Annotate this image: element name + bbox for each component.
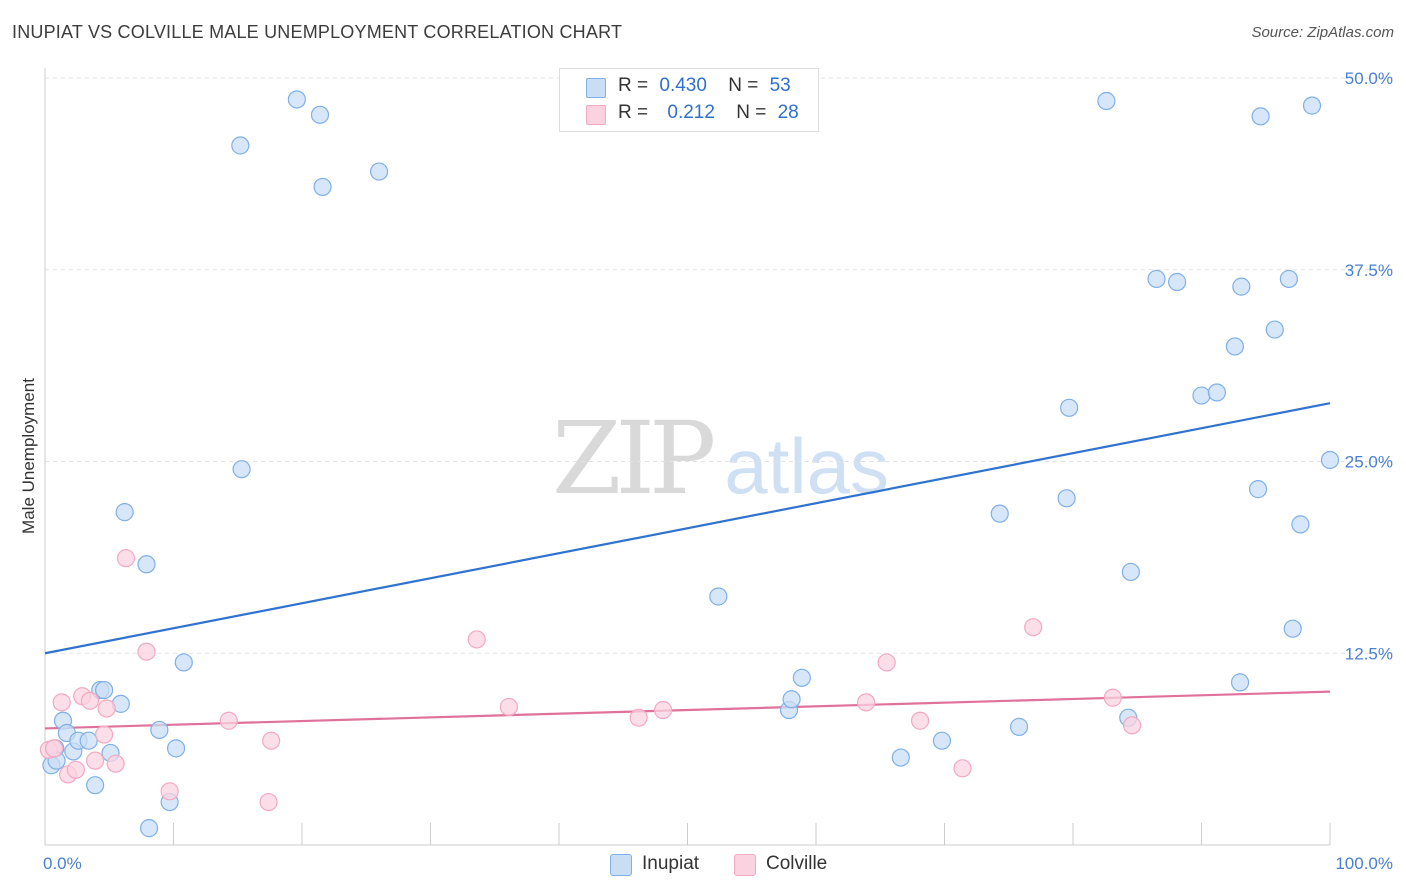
colville-point-12	[137, 642, 156, 661]
inupiat-point-50	[1283, 619, 1302, 638]
inupiat-point-13	[115, 503, 134, 522]
colville-n-label: N =	[736, 102, 767, 123]
y-axis-label: Male Unemployment	[19, 378, 38, 534]
inupiat-point-52	[1302, 96, 1322, 115]
colville-point-6	[80, 691, 100, 710]
colville-r-label: R =	[618, 102, 649, 123]
colville-point-17	[467, 630, 486, 649]
inupiat-point-25	[370, 162, 389, 181]
inupiat-point-23	[310, 105, 330, 124]
colville-r-value: 0.212	[667, 102, 715, 123]
inupiat-point-8	[86, 776, 105, 795]
inupiat-point-14	[137, 555, 156, 574]
tick-labels: 12.5% 25.0% 37.5% 50.0% 0.0% 100.0% Male Unemp…	[19, 69, 1393, 873]
grid-lines	[45, 77, 1394, 654]
inupiat-n-label: N =	[728, 75, 759, 96]
inupiat-point-42	[1207, 383, 1227, 402]
colville-point-19	[629, 708, 648, 727]
colville-point-24	[953, 759, 972, 778]
inupiat-point-32	[990, 504, 1009, 523]
inupiat-point-34	[1057, 489, 1076, 508]
correlation-legend: R = 0.430 N = 53 R = 0.212 N = 28	[559, 68, 819, 132]
inupiat-point-22	[287, 90, 306, 109]
inupiat-point-41	[1192, 386, 1211, 405]
inupiat-point-40	[1167, 272, 1187, 292]
colville-point-21	[857, 693, 876, 712]
inupiat-point-46	[1248, 480, 1268, 499]
trend-line-inupiat	[44, 402, 1331, 655]
colville-point-25	[1024, 618, 1043, 637]
colville-swatch	[586, 105, 606, 125]
inupiat-point-51	[1291, 515, 1310, 534]
x-tick-label-start: 0.0%	[43, 854, 82, 873]
colville-point-16	[262, 731, 281, 750]
bottom-colville-swatch	[734, 854, 756, 876]
inupiat-point-53	[1320, 450, 1340, 470]
inupiat-point-47	[1251, 107, 1270, 126]
inupiat-point-10	[95, 680, 114, 700]
colville-point-13	[160, 782, 179, 801]
inupiat-point-21	[232, 460, 251, 479]
inupiat-point-28	[782, 690, 801, 709]
axes	[44, 68, 1331, 846]
inupiat-point-7	[79, 731, 98, 750]
bottom-colville-label: Colville	[766, 853, 828, 874]
inupiat-r-label: R =	[618, 75, 649, 96]
y-tick-label-1: 25.0%	[1345, 453, 1393, 472]
inupiat-point-37	[1121, 562, 1140, 582]
inupiat-point-29	[792, 668, 811, 687]
colville-point-20	[653, 700, 673, 720]
colville-point-7	[86, 751, 105, 770]
colville-n-value: 28	[777, 102, 799, 123]
colville-point-22	[877, 653, 896, 672]
inupiat-point-20	[231, 136, 250, 155]
colville-point-11	[116, 549, 136, 568]
y-tick-label-2: 37.5%	[1345, 261, 1393, 280]
source-credit: Source: ZipAtlas.com	[1251, 24, 1394, 41]
bottom-inupiat-swatch	[610, 854, 632, 876]
inupiat-point-48	[1265, 320, 1284, 339]
y-tick-label-0: 12.5%	[1345, 644, 1393, 663]
inupiat-point-24	[313, 177, 332, 197]
colville-point-8	[95, 725, 114, 744]
inupiat-point-44	[1230, 673, 1250, 692]
inupiat-point-30	[891, 748, 910, 767]
inupiat-n-value: 53	[769, 75, 791, 96]
colville-point-1	[44, 739, 64, 758]
inupiat-point-31	[932, 731, 952, 750]
inupiat-point-45	[1232, 277, 1251, 296]
colville-point-14	[219, 711, 238, 730]
inupiat-point-35	[1060, 398, 1079, 417]
colville-point-18	[499, 697, 518, 717]
bottom-inupiat-label: Inupiat	[642, 853, 700, 874]
inupiat-point-43	[1225, 337, 1245, 356]
colville-point-9	[97, 699, 116, 718]
y-tick-label-3: 50.0%	[1345, 69, 1393, 88]
inupiat-swatch	[586, 78, 606, 98]
inupiat-point-49	[1279, 269, 1298, 289]
inupiat-point-16	[150, 720, 169, 740]
inupiat-point-36	[1097, 91, 1116, 111]
inupiat-point-15	[139, 819, 159, 838]
data-points	[39, 90, 1340, 838]
colville-point-4	[66, 760, 85, 779]
inupiat-point-33	[1009, 717, 1029, 736]
inupiat-point-18	[166, 739, 186, 758]
watermark: ZIP atlas	[552, 400, 889, 517]
colville-point-15	[259, 792, 278, 812]
inupiat-point-19	[174, 653, 193, 672]
inupiat-point-26	[709, 587, 728, 606]
watermark-zip: ZIP	[552, 400, 716, 517]
chart-title: INUPIAT VS COLVILLE MALE UNEMPLOYMENT CO…	[12, 22, 623, 42]
x-tick-label-end: 100.0%	[1335, 854, 1393, 873]
colville-point-26	[1103, 688, 1122, 707]
inupiat-point-39	[1147, 269, 1166, 289]
inupiat-r-value: 0.430	[659, 75, 707, 96]
colville-point-2	[52, 693, 71, 712]
colville-point-10	[106, 754, 125, 773]
colville-point-23	[910, 711, 930, 730]
colville-point-27	[1123, 716, 1142, 735]
